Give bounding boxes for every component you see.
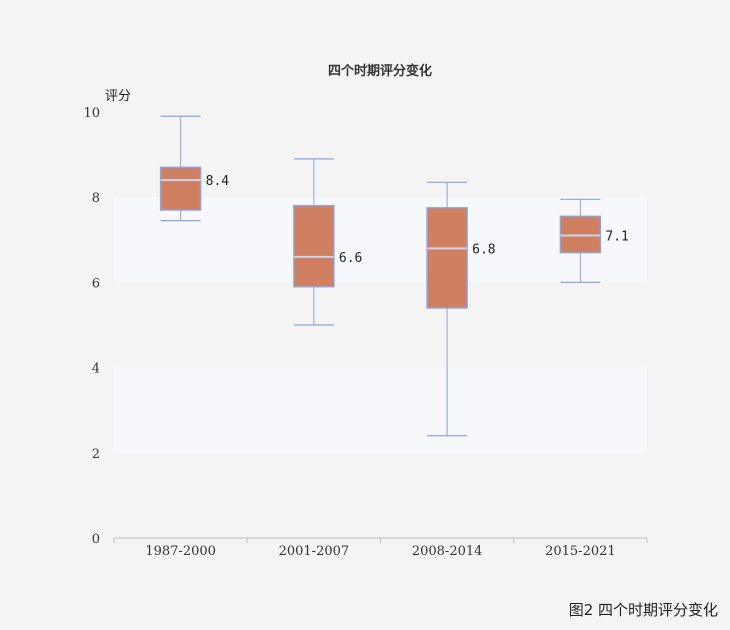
box-iqr xyxy=(293,204,335,288)
box-iqr xyxy=(426,207,468,309)
boxes: 8.4 6.6 6.8 7.1 xyxy=(159,115,629,437)
median-label: 6.8 xyxy=(472,242,495,257)
box-iqr xyxy=(559,215,602,254)
y-tick-label: 2 xyxy=(92,447,100,462)
y-axis-label: 评分 xyxy=(105,89,131,104)
grid-band xyxy=(114,367,647,453)
median-label: 8.4 xyxy=(206,174,230,189)
median-label: 7.1 xyxy=(605,230,628,245)
box-2008-2014: 6.8 xyxy=(426,181,496,437)
box-2001-2007: 6.6 xyxy=(293,158,362,326)
y-tick-label: 0 xyxy=(92,532,100,547)
y-tick-label: 6 xyxy=(92,276,100,291)
y-tick-label: 4 xyxy=(92,362,100,377)
x-tick-label: 2015-2021 xyxy=(545,544,616,559)
median-label: 6.6 xyxy=(339,251,362,266)
box-1987-2000: 8.4 xyxy=(159,115,230,222)
y-tick-label: 10 xyxy=(83,106,100,121)
grid-bands xyxy=(114,197,647,453)
x-axis: 1987-2000 2001-2007 2008-2014 2015-2021 xyxy=(113,537,648,559)
figure-caption: 图2 四个时期评分变化 xyxy=(568,601,718,619)
box-iqr xyxy=(159,166,202,211)
chart-title: 四个时期评分变化 xyxy=(328,63,432,79)
x-tick-label: 2008-2014 xyxy=(412,544,483,559)
x-tick-label: 2001-2007 xyxy=(279,544,350,559)
x-tick-label: 1987-2000 xyxy=(145,544,216,559)
box-2015-2021: 7.1 xyxy=(559,198,629,283)
y-axis-ticks: 0 2 4 6 8 10 xyxy=(83,106,100,547)
y-tick-label: 8 xyxy=(92,191,100,206)
grid-band xyxy=(114,197,647,283)
